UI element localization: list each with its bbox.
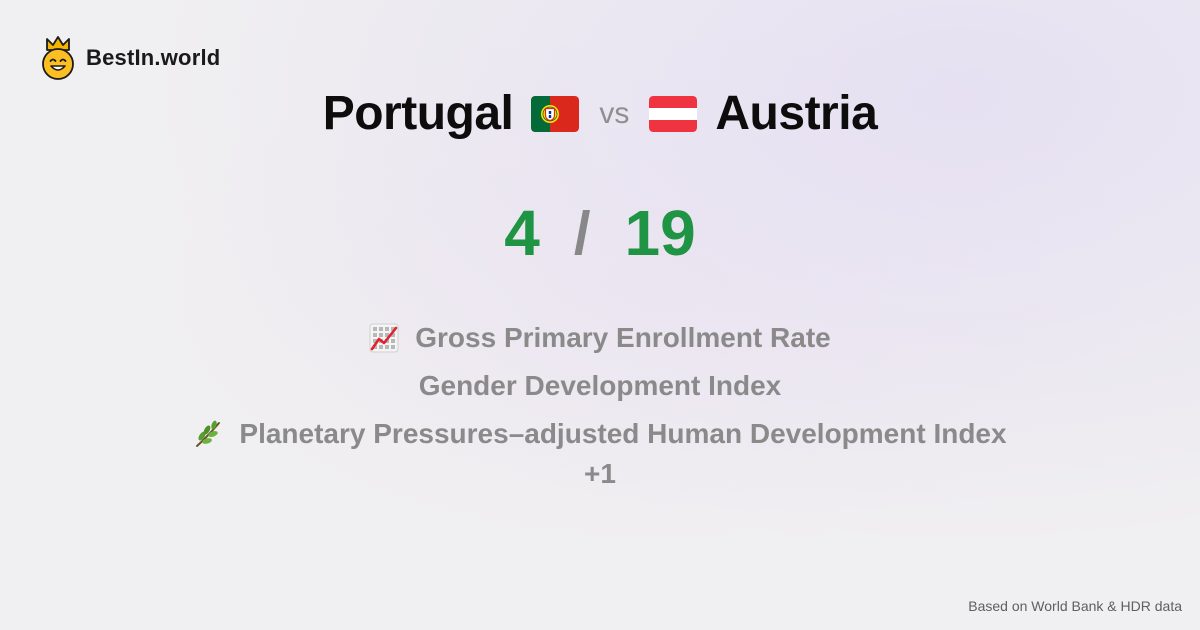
metric-label: Gender Development Index <box>418 370 782 401</box>
more-metrics-count[interactable]: +1 <box>584 458 616 489</box>
brand-name: BestIn.world <box>86 45 221 70</box>
chart-increasing-icon <box>369 323 399 353</box>
score-row: 4 / 19 <box>0 196 1200 270</box>
metric-list: Gross Primary Enrollment Rate Gender Dev… <box>0 314 1200 458</box>
left-country-name[interactable]: Portugal <box>322 87 514 140</box>
crowned-smiley-icon <box>42 36 74 80</box>
data-source-note: Based on World Bank & HDR data <box>968 598 1182 614</box>
portugal-flag-icon <box>531 95 580 132</box>
metric-item[interactable]: Gross Primary Enrollment Rate <box>0 314 1200 362</box>
metric-label: Gross Primary Enrollment Rate <box>415 322 831 353</box>
right-score: 19 <box>624 197 696 269</box>
metric-item[interactable]: Gender Development Index <box>0 362 1200 410</box>
brand[interactable]: BestIn.world <box>40 36 220 80</box>
metric-label: Planetary Pressures–adjusted Human Devel… <box>239 418 1007 449</box>
left-score: 4 <box>504 197 540 269</box>
score-separator: / <box>573 199 591 267</box>
herb-icon <box>196 420 221 447</box>
metric-item[interactable]: Planetary Pressures–adjusted Human Devel… <box>0 410 1200 458</box>
right-country-name[interactable]: Austria <box>715 87 878 140</box>
austria-flag-icon <box>649 95 698 132</box>
comparison-title: Portugal vs Austria <box>0 86 1200 141</box>
vs-label: vs <box>599 96 630 130</box>
